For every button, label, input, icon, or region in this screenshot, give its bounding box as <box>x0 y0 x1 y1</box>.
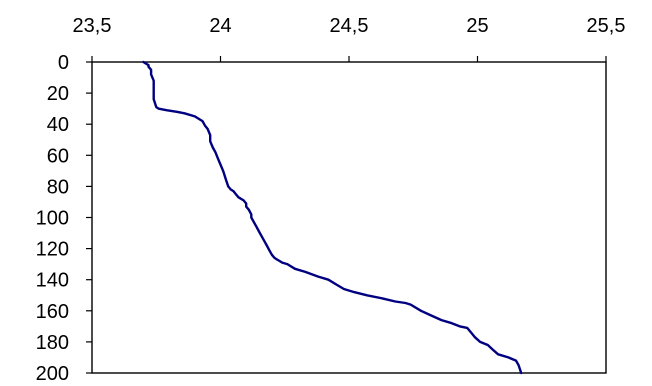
y-tick-label: 100 <box>36 208 69 230</box>
y-tick-label: 120 <box>36 239 69 261</box>
x-tick-label: 25,5 <box>587 15 626 37</box>
y-tick-label: 60 <box>47 145 69 167</box>
y-axis-ticks: 0 20 40 60 80 100 120 140 160 180 200 <box>36 52 92 385</box>
y-tick-label: 140 <box>36 270 69 292</box>
y-tick-label: 40 <box>47 114 69 136</box>
y-tick-label: 200 <box>36 363 69 385</box>
x-tick-label: 23,5 <box>73 15 112 37</box>
x-axis-ticks: 23,5 24 24,5 25 25,5 <box>73 15 626 62</box>
x-tick-label: 24,5 <box>330 15 369 37</box>
y-tick-label: 160 <box>36 301 69 323</box>
series-line <box>142 60 523 375</box>
y-tick-label: 80 <box>47 176 69 198</box>
plot-area <box>91 61 607 374</box>
series-layer <box>142 60 523 375</box>
y-tick-label: 0 <box>58 52 69 74</box>
x-tick-label: 24 <box>209 15 231 37</box>
x-tick-label: 25 <box>466 15 488 37</box>
y-tick-label: 180 <box>36 332 69 354</box>
y-tick-label: 20 <box>47 83 69 105</box>
